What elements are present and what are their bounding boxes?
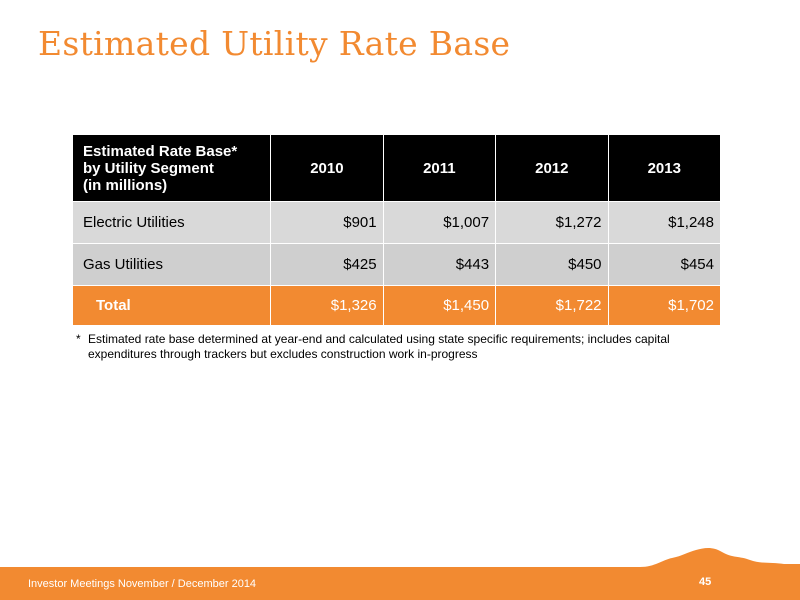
table-cell: $443 [382, 243, 497, 286]
footer-wave-graphic [0, 548, 800, 600]
segment-header: Estimated Rate Base* by Utility Segment … [71, 134, 272, 202]
total-row: Total $1,326 $1,450 $1,722 $1,702 [71, 285, 722, 326]
table-cell: $901 [270, 201, 384, 244]
total-cell: $1,326 [270, 285, 384, 326]
year-header: 2013 [607, 134, 722, 202]
table-row: Gas Utilities $425 $443 $450 $454 [71, 243, 722, 286]
year-header: 2010 [270, 134, 384, 202]
table-cell: $1,272 [495, 201, 609, 244]
table-cell: $1,007 [382, 201, 497, 244]
footnote: * Estimated rate base determined at year… [76, 332, 716, 362]
footnote-marker: * [76, 332, 81, 346]
segment-header-line: by Utility Segment [83, 159, 214, 177]
footnote-text: Estimated rate base determined at year-e… [88, 332, 670, 361]
total-cell: $1,450 [382, 285, 497, 326]
rate-base-table: Estimated Rate Base* by Utility Segment … [71, 134, 722, 326]
segment-header-line: (in millions) [83, 176, 168, 194]
total-cell: $1,702 [607, 285, 722, 326]
table-cell: $1,248 [607, 201, 722, 244]
year-header: 2012 [495, 134, 609, 202]
row-label: Electric Utilities [71, 201, 272, 244]
page-title: Estimated Utility Rate Base [38, 24, 511, 63]
year-header: 2011 [382, 134, 497, 202]
table-row: Electric Utilities $901 $1,007 $1,272 $1… [71, 201, 722, 244]
table-cell: $425 [270, 243, 384, 286]
table-cell: $454 [607, 243, 722, 286]
row-label: Gas Utilities [71, 243, 272, 286]
total-cell: $1,722 [495, 285, 609, 326]
table-cell: $450 [495, 243, 609, 286]
table-header-row: Estimated Rate Base* by Utility Segment … [71, 134, 722, 202]
segment-header-line: Estimated Rate Base* [83, 142, 238, 160]
total-label: Total [71, 285, 272, 326]
page-number: 45 [699, 576, 712, 588]
footer-text: Investor Meetings November / December 20… [28, 578, 257, 590]
